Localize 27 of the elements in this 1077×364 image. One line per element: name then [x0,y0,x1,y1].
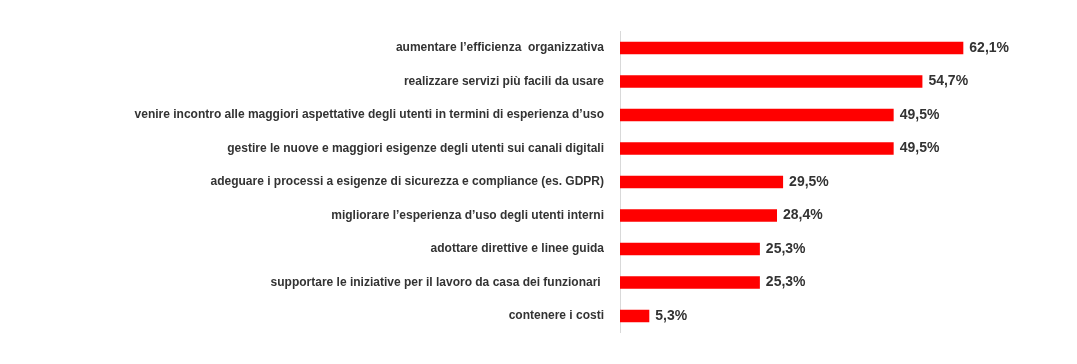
data-label: 49,5% [899,105,940,122]
bar [620,209,778,222]
y-tick-label: migliorare l’esperienza d’uso degli utenti interni [331,207,604,222]
bar [620,108,894,122]
y-tick-label: aumentare l’efficienza organizzativa [395,40,605,55]
bar [620,41,964,55]
data-label: 54,7% [928,72,969,89]
bar [620,309,650,323]
y-tick-label: venire incontro alle maggiori aspettative degli utenti in termini di esperienza d’uso [134,107,604,122]
y-tick-label: realizzare servizi più facili da usare [403,73,605,88]
data-label: 28,4% [783,206,824,223]
bar [620,276,760,289]
y-tick-label: supportare le iniziative per il lavoro da casa dei funzionari [270,274,604,289]
bar [620,142,894,155]
bar [620,75,923,88]
y-tick-label: gestire le nuove e maggiori esigenze degli utenti sui canali digitali [227,140,604,155]
data-label: 5,3% [655,306,688,323]
data-label: 25,3% [765,273,807,290]
data-label: 29,5% [789,172,830,189]
data-label: 25,3% [765,239,807,256]
bar [620,175,784,189]
data-label: 62,1% [969,38,1010,55]
y-tick-label: adottare direttive e linee guida [430,241,605,256]
data-label: 49,5% [899,139,940,156]
bar [620,242,760,256]
y-tick-label: contenere i costi [508,308,604,323]
y-tick-label: adeguare i processi a esigenze di sicurezza e compliance (es. GDPR) [210,174,604,189]
